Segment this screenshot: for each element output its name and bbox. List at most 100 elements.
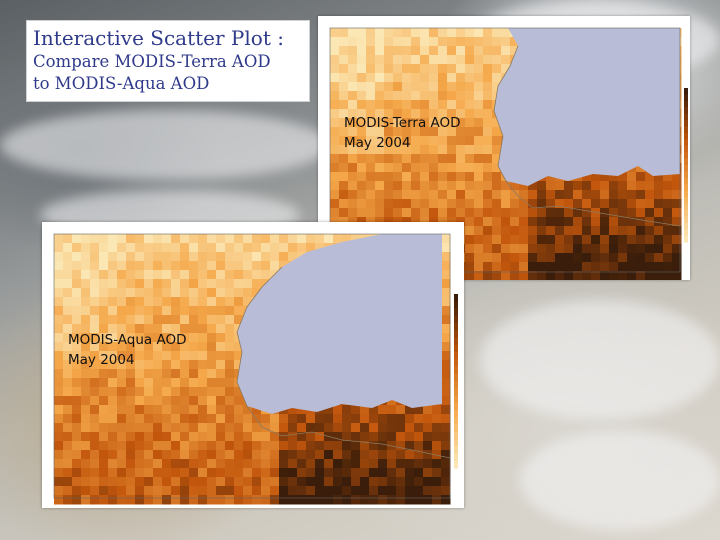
aod-cell	[393, 163, 403, 173]
aod-cell	[402, 145, 412, 155]
aod-cell	[414, 486, 424, 496]
aod-cell	[564, 217, 574, 227]
aod-cell	[375, 37, 385, 47]
aod-cell	[627, 217, 637, 227]
aod-cell	[663, 199, 673, 209]
aod-cell	[492, 172, 502, 182]
aod-cell	[348, 109, 358, 119]
aod-cell	[384, 145, 394, 155]
aod-cell	[72, 486, 82, 496]
aod-cell	[279, 261, 289, 271]
aod-cell	[126, 306, 136, 316]
aod-cell	[144, 243, 154, 253]
aod-cell	[339, 136, 349, 146]
aqua-map-label: MODIS-Aqua AOD May 2004	[68, 330, 187, 370]
aod-cell	[90, 423, 100, 433]
aod-cell	[441, 306, 451, 316]
aod-cell	[243, 459, 253, 469]
aod-cell	[366, 190, 376, 200]
aod-cell	[54, 279, 64, 289]
aod-cell	[180, 324, 190, 334]
aod-cell	[573, 208, 583, 218]
aod-cell	[261, 234, 271, 244]
aod-cell	[234, 396, 244, 406]
aod-cell	[144, 378, 154, 388]
aod-cell	[198, 468, 208, 478]
aod-cell	[423, 441, 433, 451]
aod-cell	[117, 441, 127, 451]
colorbar-segment	[684, 152, 688, 160]
aod-cell	[546, 208, 556, 218]
aod-cell	[306, 414, 316, 424]
aod-cell	[501, 55, 511, 65]
aod-cell	[180, 468, 190, 478]
aod-cell	[384, 208, 394, 218]
aod-cell	[546, 235, 556, 245]
aod-cell	[243, 234, 253, 244]
aod-cell	[411, 208, 421, 218]
aod-cell	[348, 64, 358, 74]
aod-cell	[126, 477, 136, 487]
aod-cell	[348, 73, 358, 83]
aod-cell	[99, 333, 109, 343]
aod-cell	[162, 477, 172, 487]
aod-cell	[330, 73, 340, 83]
aod-cell	[528, 199, 538, 209]
aod-cell	[126, 315, 136, 325]
aod-cell	[474, 235, 484, 245]
terra-map-panel[interactable]: MODIS-Terra AOD May 2004	[318, 16, 690, 280]
aod-cell	[366, 208, 376, 218]
aod-cell	[402, 109, 412, 119]
aod-cell	[117, 369, 127, 379]
aod-cell	[465, 217, 475, 227]
aod-cell	[663, 190, 673, 200]
aod-cell	[180, 234, 190, 244]
aod-cell	[144, 252, 154, 262]
aod-cell	[375, 136, 385, 146]
aod-cell	[546, 190, 556, 200]
aod-cell	[456, 181, 466, 191]
aod-cell	[126, 360, 136, 370]
aod-cell	[672, 226, 682, 236]
aod-cell	[180, 432, 190, 442]
aod-cell	[207, 477, 217, 487]
aod-cell	[438, 217, 448, 227]
aod-cell	[126, 387, 136, 397]
aod-cell	[483, 190, 493, 200]
aod-cell	[216, 297, 226, 307]
aod-cell	[117, 333, 127, 343]
aod-cell	[348, 154, 358, 164]
aod-cell	[411, 172, 421, 182]
aod-cell	[645, 199, 655, 209]
aod-cell	[153, 333, 163, 343]
aod-cell	[108, 414, 118, 424]
aod-cell	[411, 28, 421, 38]
aod-cell	[117, 315, 127, 325]
aod-cell	[90, 243, 100, 253]
aod-cell	[519, 253, 529, 263]
aod-cell	[81, 324, 91, 334]
aqua-map-panel[interactable]: MODIS-Aqua AOD May 2004	[42, 222, 464, 508]
aod-cell	[492, 82, 502, 92]
aod-cell	[72, 405, 82, 415]
aod-cell	[207, 297, 217, 307]
aod-cell	[99, 351, 109, 361]
aod-cell	[144, 360, 154, 370]
aod-cell	[90, 477, 100, 487]
aod-cell	[375, 154, 385, 164]
aod-cell	[252, 468, 262, 478]
aod-cell	[162, 243, 172, 253]
aod-cell	[117, 270, 127, 280]
aod-cell	[546, 181, 556, 191]
aod-cell	[72, 459, 82, 469]
aod-cell	[72, 297, 82, 307]
aod-cell	[357, 64, 367, 74]
aod-cell	[207, 468, 217, 478]
aod-cell	[117, 414, 127, 424]
aod-cell	[510, 271, 520, 280]
aod-cell	[99, 234, 109, 244]
aod-cell	[90, 360, 100, 370]
aod-cell	[456, 199, 466, 209]
aod-cell	[54, 297, 64, 307]
aod-cell	[162, 315, 172, 325]
